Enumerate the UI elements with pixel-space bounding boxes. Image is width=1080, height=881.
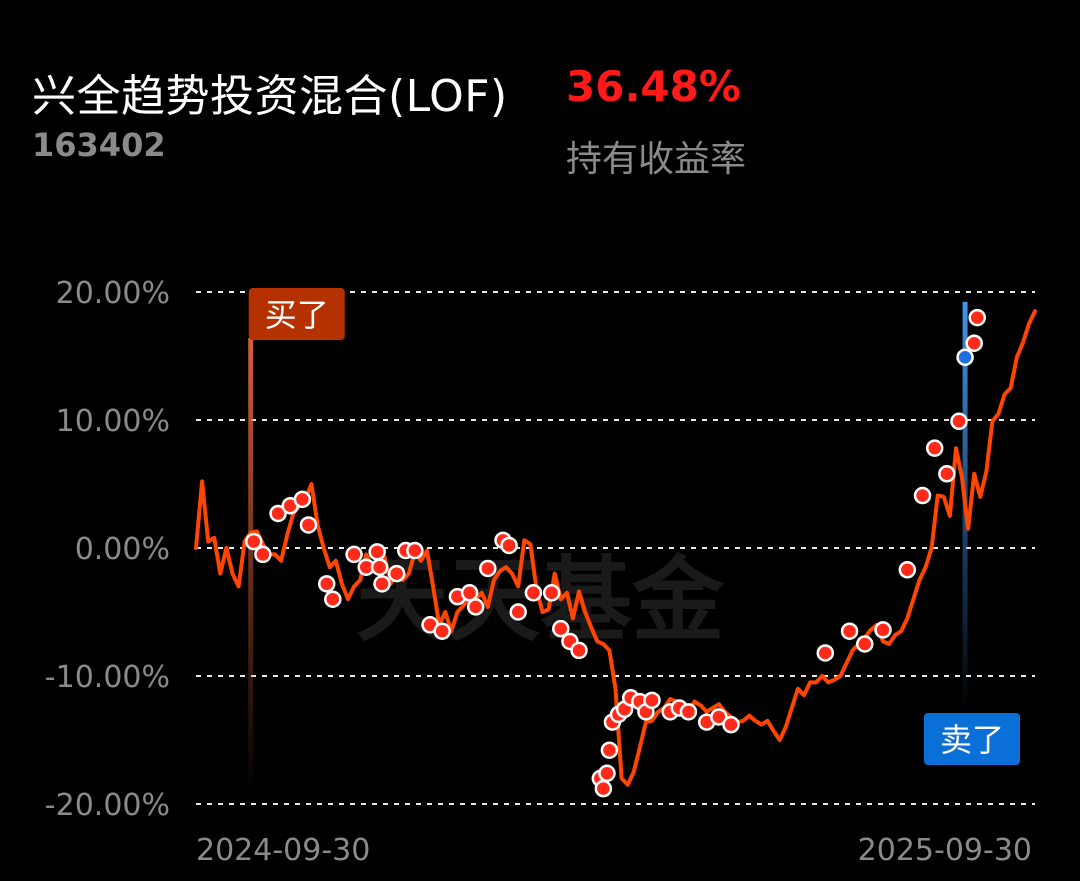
trade-point[interactable] [643, 691, 661, 710]
trade-point[interactable] [433, 622, 451, 640]
trade-point[interactable] [950, 412, 968, 431]
trade-point[interactable] [874, 621, 892, 639]
holding-return-label: 持有收益率 [566, 139, 747, 180]
trade-point[interactable] [968, 308, 986, 327]
trade-point[interactable] [816, 644, 834, 662]
buy-tag-label: 买了 [265, 296, 329, 334]
fund-name: 兴全趋势投资混合(LOF) [32, 71, 508, 122]
y-tick-label: -20.00% [45, 788, 170, 823]
sell-tag-label: 卖了 [940, 721, 1004, 759]
trade-point[interactable] [245, 532, 263, 551]
sell-tag[interactable]: 卖了 [924, 713, 1020, 765]
trade-point[interactable] [913, 486, 932, 505]
trade-point[interactable] [324, 590, 342, 608]
trade-point[interactable] [542, 584, 561, 602]
trade-point[interactable] [552, 619, 570, 638]
trade-point[interactable] [570, 641, 588, 660]
x-end-label: 2025-09-30 [858, 833, 1032, 868]
trade-point[interactable] [594, 779, 613, 798]
trade-point[interactable] [466, 598, 485, 616]
trade-point[interactable] [406, 541, 424, 560]
trade-point[interactable] [898, 561, 917, 579]
y-tick-label: 10.00% [56, 404, 170, 439]
trade-point[interactable] [840, 622, 859, 640]
trade-point[interactable] [856, 635, 874, 653]
trade-point[interactable] [373, 575, 391, 593]
trade-point[interactable] [500, 536, 518, 555]
trade-point[interactable] [925, 439, 944, 457]
trade-point[interactable] [479, 559, 497, 578]
trade-point[interactable] [269, 504, 287, 523]
trade-point[interactable] [600, 741, 619, 759]
sell-point[interactable] [956, 348, 974, 367]
buy-tag[interactable]: 买了 [248, 288, 345, 340]
return-line [194, 309, 1037, 787]
buy-marker-line [248, 338, 254, 793]
fund-code: 163402 [32, 126, 166, 164]
y-tick-label: 20.00% [56, 276, 170, 311]
trade-point[interactable] [598, 764, 616, 783]
trade-point[interactable] [345, 545, 363, 564]
holding-return-value: 36.48% [566, 62, 741, 111]
trade-point[interactable] [254, 545, 272, 564]
trade-point[interactable] [524, 584, 543, 602]
y-tick-label: -10.00% [45, 660, 170, 695]
trade-point[interactable] [679, 703, 698, 721]
trade-point[interactable] [710, 708, 728, 726]
x-start-label: 2024-09-30 [196, 833, 370, 868]
trade-point[interactable] [722, 715, 740, 734]
trade-point[interactable] [387, 564, 406, 583]
trade-point[interactable] [938, 465, 956, 483]
trade-point[interactable] [460, 584, 479, 602]
trade-point[interactable] [368, 543, 386, 561]
y-tick-label: 0.00% [75, 532, 170, 567]
trade-point[interactable] [293, 490, 312, 509]
trade-point[interactable] [965, 334, 983, 352]
trade-point[interactable] [317, 575, 336, 593]
trade-point[interactable] [370, 558, 389, 576]
trade-point[interactable] [299, 516, 318, 534]
trade-point[interactable] [509, 603, 527, 621]
